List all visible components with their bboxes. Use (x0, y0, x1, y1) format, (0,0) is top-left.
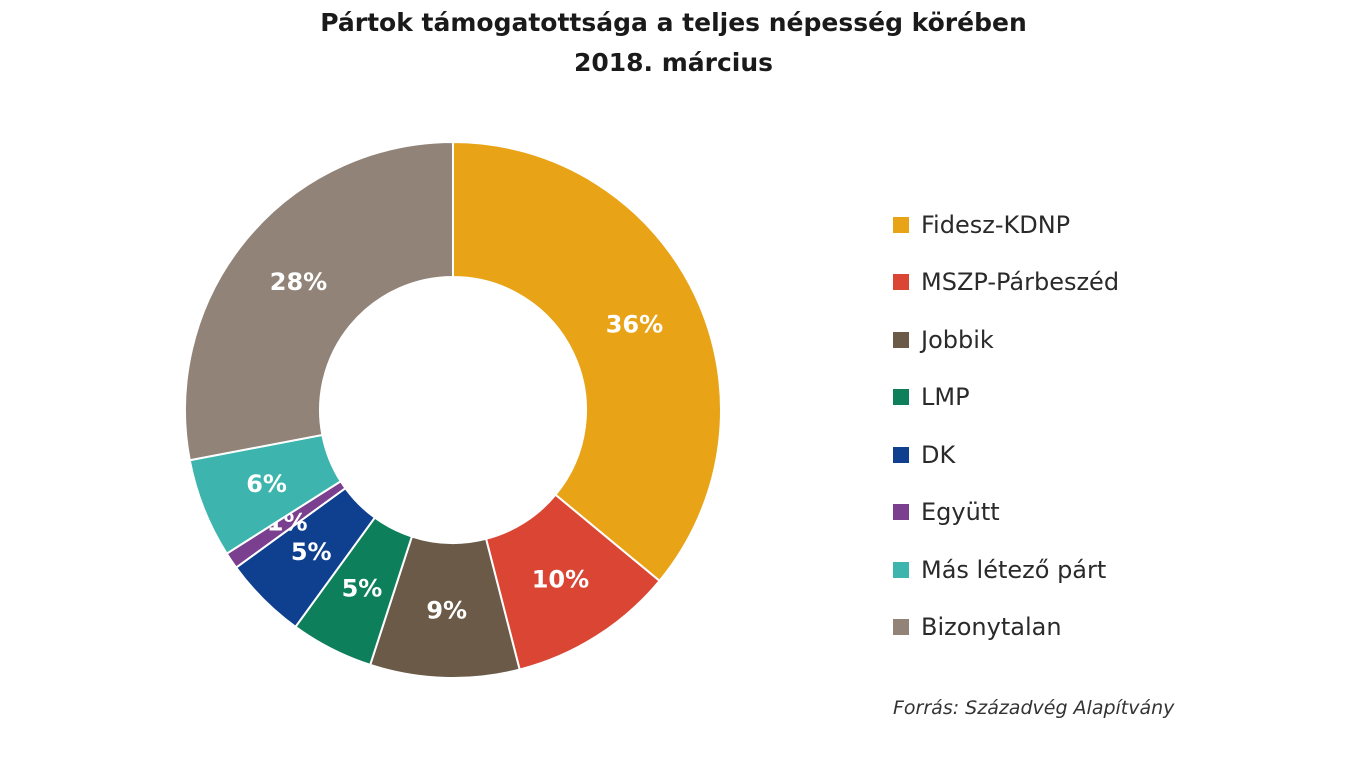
data-label: 10% (532, 565, 589, 593)
legend-swatch (893, 561, 909, 578)
legend-label: Más létező párt (921, 555, 1107, 584)
data-label: 5% (291, 538, 332, 566)
legend-item: Bizonytalan (893, 599, 1119, 657)
legend-label: LMP (921, 383, 970, 412)
legend-swatch (893, 389, 909, 406)
legend-swatch (893, 216, 909, 233)
legend-swatch (893, 274, 909, 291)
legend-swatch (893, 331, 909, 348)
data-label: 9% (426, 596, 467, 624)
legend-label: DK (921, 440, 956, 469)
legend-item: DK (893, 426, 1119, 484)
legend-label: Fidesz-KDNP (921, 210, 1071, 239)
legend-item: Jobbik (893, 311, 1119, 369)
legend-label: MSZP-Párbeszéd (921, 268, 1120, 297)
legend-swatch (893, 504, 909, 521)
legend-swatch (893, 446, 909, 463)
legend-label: Jobbik (921, 325, 994, 354)
slice-bizonytalan (184, 140, 454, 462)
chart-title: Pártok támogatottsága a teljes népesség … (320, 8, 1027, 37)
data-label: 5% (342, 575, 383, 603)
legend-item: Más létező párt (893, 541, 1119, 599)
legend-item: MSZP-Párbeszéd (893, 254, 1119, 312)
data-label: 28% (270, 268, 327, 296)
source-note: Forrás: Századvég Alapítvány (893, 697, 1175, 719)
legend-swatch (893, 619, 909, 636)
data-label: 36% (606, 311, 663, 339)
legend-label: Együtt (921, 498, 1000, 527)
legend-label: Bizonytalan (921, 613, 1062, 642)
chart-subtitle: 2018. március (573, 48, 774, 77)
slice-fidesz-kdnp (452, 140, 722, 583)
legend-item: Fidesz-KDNP (893, 196, 1119, 254)
legend-item: Együtt (893, 484, 1119, 542)
data-label: 6% (246, 470, 287, 498)
chart-legend: Fidesz-KDNP MSZP-Párbeszéd Jobbik LMP DK Együ… (893, 196, 1119, 656)
legend-item: LMP (893, 369, 1119, 427)
